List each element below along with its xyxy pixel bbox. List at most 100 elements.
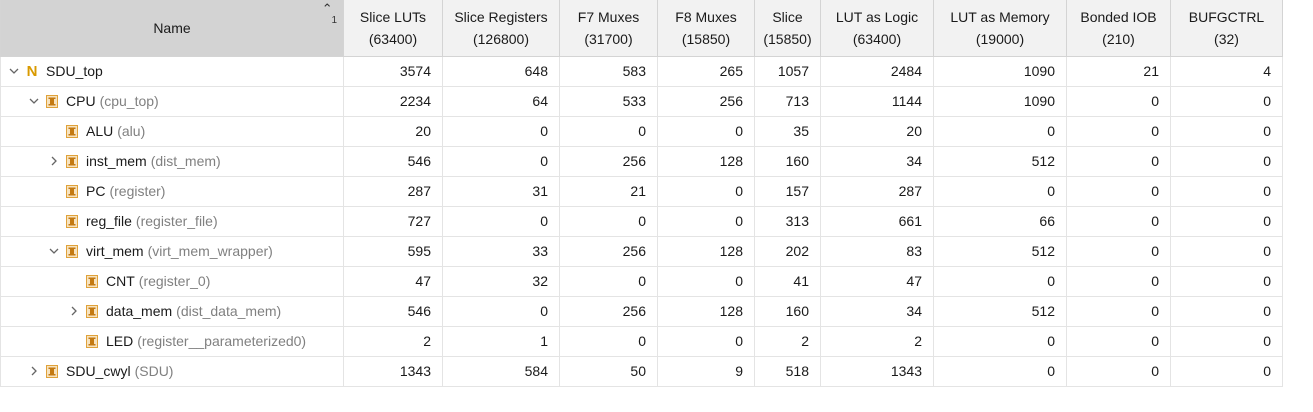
value-cell-bonded-iob: 21 (1066, 55, 1171, 87)
column-header-name[interactable]: Name ⌃ 1 (0, 0, 344, 57)
hierarchy-cell[interactable]: CNT (register_0) (0, 265, 344, 297)
column-header-capacity: (210) (1102, 30, 1135, 47)
hierarchy-cell[interactable]: inst_mem (dist_mem) (0, 145, 344, 177)
value-cell-lut-as-memory: 1090 (933, 55, 1067, 87)
value-cell-f8-muxes: 0 (657, 115, 755, 147)
instance-name: ALU (86, 123, 114, 139)
column-header-slice-luts[interactable]: Slice LUTs (63400) (343, 0, 443, 57)
value-cell-slice-registers: 0 (442, 115, 560, 147)
expand-chevron-right-icon[interactable] (47, 154, 61, 168)
value-cell-bonded-iob: 0 (1066, 85, 1171, 117)
expand-chevron-down-icon[interactable] (27, 94, 41, 108)
hierarchy-cell[interactable]: SDU_cwyl (SDU) (0, 355, 344, 387)
value-cell-f8-muxes: 128 (657, 235, 755, 267)
column-header-bonded-iob[interactable]: Bonded IOB (210) (1066, 0, 1171, 57)
column-header-title: F7 Muxes (577, 8, 640, 25)
value-cell-f7-muxes: 533 (559, 85, 658, 117)
column-header-title: BUFGCTRL (1188, 8, 1265, 25)
table-row[interactable]: data_mem (dist_data_mem) 546 0 256 128 160 34 5… (0, 295, 1283, 327)
value-cell-lut-as-memory: 0 (933, 265, 1067, 297)
expand-chevron-right-icon[interactable] (67, 304, 81, 318)
value-cell-lut-as-memory: 0 (933, 355, 1067, 387)
expand-chevron-down-icon[interactable] (7, 64, 21, 78)
column-header-slice[interactable]: Slice (15850) (754, 0, 821, 57)
sort-ascending-icon: ⌃ (321, 1, 333, 16)
value-cell-lut-as-memory: 0 (933, 325, 1067, 357)
column-header-capacity: (63400) (368, 30, 418, 47)
table-row[interactable]: CPU (cpu_top) 2234 64 533 256 713 1144 1090 0 0 (0, 85, 1283, 117)
value-cell-slice-luts: 20 (343, 115, 443, 147)
column-header-slice-registers[interactable]: Slice Registers (126800) (442, 0, 560, 57)
table-row[interactable]: ALU (alu) 20 0 0 0 35 20 0 0 0 (0, 115, 1283, 147)
value-cell-slice: 41 (754, 265, 821, 297)
instance-name: data_mem (106, 303, 173, 319)
table-row[interactable]: N SDU_top 3574 648 583 265 1057 2484 1090 21 4 (0, 55, 1283, 87)
value-cell-bonded-iob: 0 (1066, 205, 1171, 237)
value-cell-slice: 518 (754, 355, 821, 387)
value-cell-bufgctrl: 0 (1170, 355, 1283, 387)
value-cell-slice: 313 (754, 205, 821, 237)
value-cell-bufgctrl: 0 (1170, 175, 1283, 207)
column-header-lut-as-memory[interactable]: LUT as Memory (19000) (933, 0, 1067, 57)
hierarchy-cell[interactable]: LED (register__parameterized0) (0, 325, 344, 357)
value-cell-slice-registers: 31 (442, 175, 560, 207)
value-cell-bufgctrl: 0 (1170, 235, 1283, 267)
column-header-capacity: (63400) (852, 30, 902, 47)
value-cell-f8-muxes: 128 (657, 295, 755, 327)
module-name: (cpu_top) (99, 93, 159, 109)
value-cell-slice: 160 (754, 295, 821, 327)
hierarchy-cell[interactable]: ALU (alu) (0, 115, 344, 147)
instance-name: inst_mem (86, 153, 147, 169)
table-row[interactable]: inst_mem (dist_mem) 546 0 256 128 160 34 512 0 0 (0, 145, 1283, 177)
value-cell-slice: 713 (754, 85, 821, 117)
table-row[interactable]: SDU_cwyl (SDU) 1343 584 50 9 518 1343 0 0 0 (0, 355, 1283, 387)
hierarchy-cell[interactable]: PC (register) (0, 175, 344, 207)
expand-chevron-down-icon[interactable] (47, 244, 61, 258)
value-cell-bonded-iob: 0 (1066, 355, 1171, 387)
table-row[interactable]: CNT (register_0) 47 32 0 0 41 47 0 0 0 (0, 265, 1283, 297)
column-header-f7-muxes[interactable]: F7 Muxes (31700) (559, 0, 658, 57)
instance-name: virt_mem (86, 243, 144, 259)
value-cell-lut-as-logic: 20 (820, 115, 934, 147)
column-header-title: Slice Registers (454, 8, 548, 25)
value-cell-slice-luts: 2234 (343, 85, 443, 117)
value-cell-f7-muxes: 50 (559, 355, 658, 387)
value-cell-lut-as-logic: 1343 (820, 355, 934, 387)
table-row[interactable]: reg_file (register_file) 727 0 0 0 313 661 66 0 0 (0, 205, 1283, 237)
value-cell-slice-registers: 648 (442, 55, 560, 87)
value-cell-slice-luts: 287 (343, 175, 443, 207)
column-header-capacity: (31700) (584, 30, 633, 47)
value-cell-lut-as-logic: 1144 (820, 85, 934, 117)
expander-spacer (47, 184, 61, 198)
column-header-f8-muxes[interactable]: F8 Muxes (15850) (657, 0, 755, 57)
table-row[interactable]: virt_mem (virt_mem_wrapper) 595 33 256 128 20… (0, 235, 1283, 267)
value-cell-lut-as-memory: 1090 (933, 85, 1067, 117)
hierarchy-cell[interactable]: CPU (cpu_top) (0, 85, 344, 117)
table-body: N SDU_top 3574 648 583 265 1057 2484 1090 21 4 CPU … (0, 55, 1283, 387)
table-row[interactable]: PC (register) 287 31 21 0 157 287 0 0 0 (0, 175, 1283, 207)
instance-name: PC (86, 183, 106, 199)
top-module-icon: N (26, 62, 38, 80)
column-header-title: Slice LUTs (359, 8, 427, 25)
table-row[interactable]: LED (register__parameterized0) 2 1 0 0 2 2 0 0 0 (0, 325, 1283, 357)
instance-icon (65, 244, 79, 258)
value-cell-f8-muxes: 0 (657, 265, 755, 297)
value-cell-lut-as-memory: 0 (933, 175, 1067, 207)
hierarchy-cell[interactable]: virt_mem (virt_mem_wrapper) (0, 235, 344, 267)
value-cell-slice-luts: 595 (343, 235, 443, 267)
column-header-bufgctrl[interactable]: BUFGCTRL (32) (1170, 0, 1283, 57)
instance-name: reg_file (86, 213, 132, 229)
value-cell-f7-muxes: 0 (559, 325, 658, 357)
value-cell-bonded-iob: 0 (1066, 325, 1171, 357)
value-cell-lut-as-logic: 83 (820, 235, 934, 267)
value-cell-bufgctrl: 0 (1170, 115, 1283, 147)
hierarchy-cell[interactable]: N SDU_top (0, 55, 344, 87)
module-name: (alu) (117, 123, 146, 139)
column-header-capacity: (15850) (763, 30, 812, 47)
expand-chevron-right-icon[interactable] (27, 364, 41, 378)
value-cell-bufgctrl: 0 (1170, 325, 1283, 357)
column-header-lut-as-logic[interactable]: LUT as Logic (63400) (820, 0, 934, 57)
instance-icon (85, 334, 99, 348)
hierarchy-cell[interactable]: data_mem (dist_data_mem) (0, 295, 344, 327)
hierarchy-cell[interactable]: reg_file (register_file) (0, 205, 344, 237)
